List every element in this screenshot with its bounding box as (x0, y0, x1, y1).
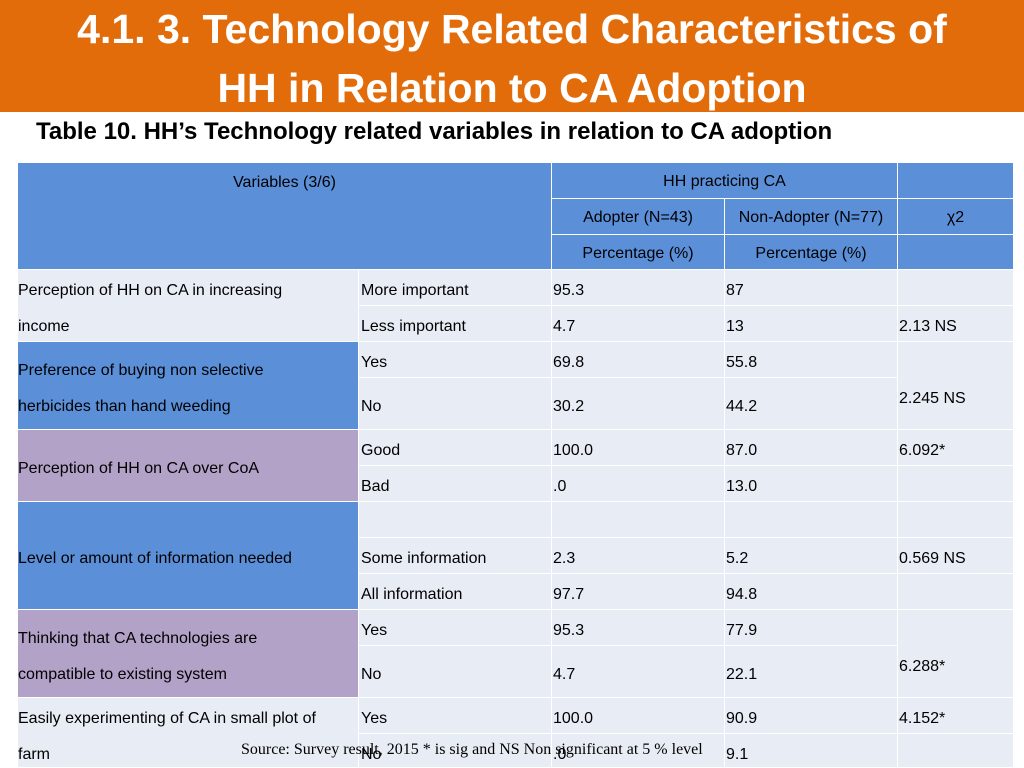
non-adopter-cell: 5.2 (725, 538, 898, 574)
header-adopter: Adopter (N=43) (552, 199, 725, 235)
non-adopter-cell: 90.9 (725, 698, 898, 734)
response-cell: Some information (359, 538, 552, 574)
non-adopter-cell: 13.0 (725, 466, 898, 502)
response-cell: Yes (359, 342, 552, 378)
header-hh-practicing: HH practicing CA (552, 163, 898, 199)
non-adopter-cell: 55.8 (725, 342, 898, 378)
chi2-cell (898, 502, 1014, 538)
adopter-cell: 100.0 (552, 430, 725, 466)
adopter-cell: .0 (552, 466, 725, 502)
non-adopter-cell: 22.1 (725, 646, 898, 698)
response-cell: Bad (359, 466, 552, 502)
response-cell: No (359, 646, 552, 698)
non-adopter-cell: 94.8 (725, 574, 898, 610)
non-adopter-cell: 44.2 (725, 378, 898, 430)
chi2-cell: 6.288* (898, 610, 1014, 698)
response-cell: Yes (359, 698, 552, 734)
non-adopter-cell: 77.9 (725, 610, 898, 646)
chi2-cell: 2.245 NS (898, 342, 1014, 430)
variable-cell: Easily experimenting of CA in small plot… (18, 698, 359, 768)
response-cell: No (359, 734, 552, 768)
adopter-cell: 100.0 (552, 698, 725, 734)
header-chi2: χ2 (898, 199, 1014, 235)
adopter-cell: 30.2 (552, 378, 725, 430)
response-cell: Less important (359, 306, 552, 342)
response-cell (359, 502, 552, 538)
variable-cell: Thinking that CA technologies are compat… (18, 610, 359, 698)
chi2-cell (898, 734, 1014, 768)
non-adopter-cell: 9.1 (725, 734, 898, 768)
adopter-cell: 4.7 (552, 306, 725, 342)
adopter-cell: 95.3 (552, 610, 725, 646)
adopter-cell: 97.7 (552, 574, 725, 610)
header-variables: Variables (3/6) (18, 163, 552, 270)
chi2-cell: 2.13 NS (898, 306, 1014, 342)
response-cell: More important (359, 270, 552, 306)
adopter-cell (552, 502, 725, 538)
source-note: Source: Survey result, 2015 * is sig and… (241, 741, 703, 758)
header-percentage-adopter: Percentage (%) (552, 235, 725, 270)
slide-title-line-2: HH in Relation to CA Adoption (217, 65, 807, 111)
response-cell: No (359, 378, 552, 430)
slide-title-bar: 4.1. 3. Technology Related Characteristi… (0, 0, 1024, 112)
non-adopter-cell (725, 502, 898, 538)
non-adopter-cell: 13 (725, 306, 898, 342)
table-caption: Table 10. HH’s Technology related variab… (36, 118, 833, 145)
adopter-cell: 95.3 (552, 270, 725, 306)
variable-cell: Perception of HH on CA in increasing inc… (18, 270, 359, 342)
adopter-cell: 2.3 (552, 538, 725, 574)
chi2-cell: 4.152* (898, 698, 1014, 734)
header-blank (898, 163, 1014, 199)
header-non-adopter: Non-Adopter (N=77) (725, 199, 898, 235)
chi2-cell (898, 466, 1014, 502)
chi2-cell: 6.092* (898, 430, 1014, 466)
response-cell: Good (359, 430, 552, 466)
adopter-cell: 69.8 (552, 342, 725, 378)
slide-title-line-1: 4.1. 3. Technology Related Characteristi… (77, 6, 947, 52)
header-percentage-non-adopter: Percentage (%) (725, 235, 898, 270)
adopter-cell: 4.7 (552, 646, 725, 698)
non-adopter-cell: 87 (725, 270, 898, 306)
chi2-cell: 0.569 NS (898, 538, 1014, 574)
variable-cell: Preference of buying non selective herbi… (18, 342, 359, 430)
header-blank-2 (898, 235, 1014, 270)
non-adopter-cell: 87.0 (725, 430, 898, 466)
chi2-cell (898, 574, 1014, 610)
variable-cell: Level or amount of information needed (18, 502, 359, 610)
response-cell: Yes (359, 610, 552, 646)
chi2-cell (898, 270, 1014, 306)
variable-cell: Perception of HH on CA over CoA (18, 430, 359, 502)
response-cell: All information (359, 574, 552, 610)
